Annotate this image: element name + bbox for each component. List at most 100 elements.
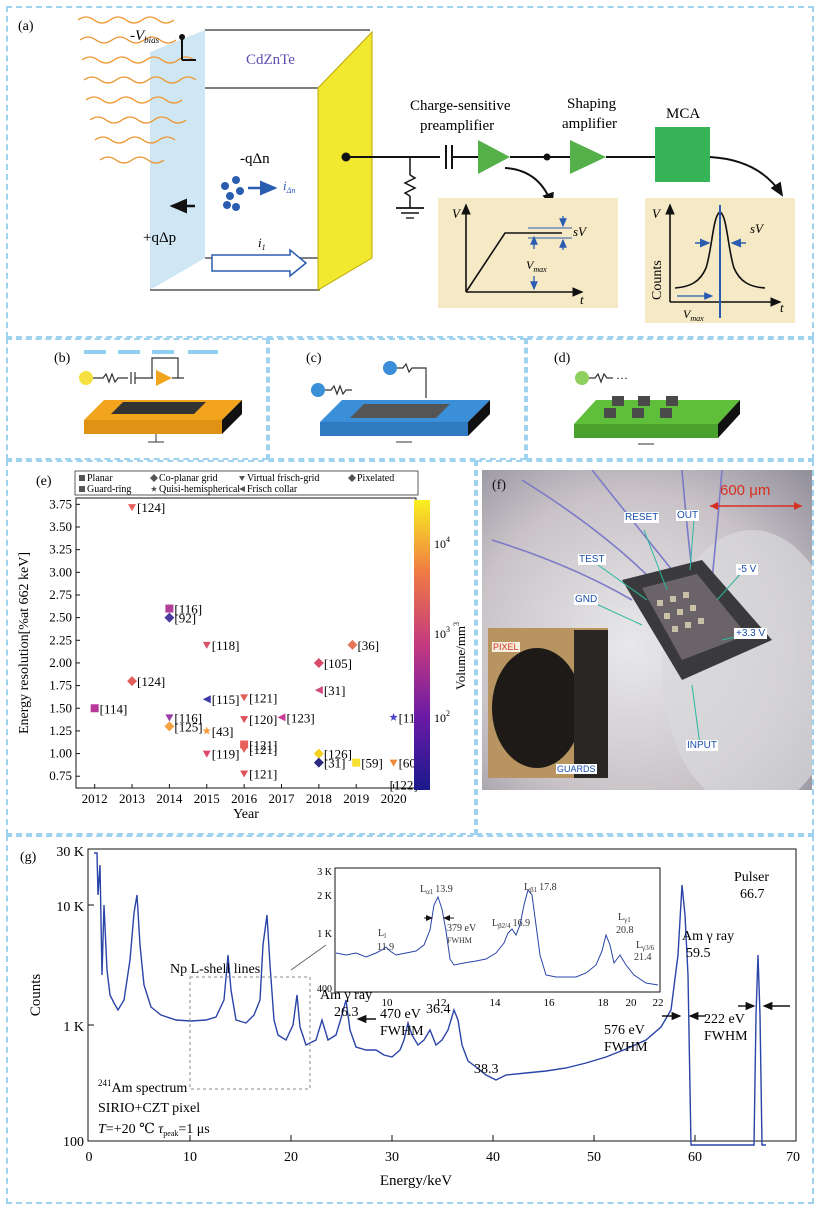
input-wire [589,372,613,384]
data-label-6: [124] [137,674,165,689]
svg-text:10: 10 [382,997,394,1009]
data-point-10 [90,704,99,713]
legend-marker-5 [150,485,158,492]
svg-text:241Am spectrum: 241Am spectrum [98,1078,187,1096]
inset-curve [335,888,659,986]
svg-text:21.4: 21.4 [634,952,652,963]
inset-frame [334,867,661,993]
panel-a-diagram: (a) -Vbias CdZnTe -qΔn +qΔp iΔn i1 Charg… [18,16,795,323]
svg-text:18: 18 [598,997,610,1009]
data-point-17 [240,740,249,749]
legend-text-5: Quisi-hemispherical [159,484,240,495]
svg-text:59.5: 59.5 [686,946,711,961]
data-label-20: [126] [324,747,352,762]
y-tick-label: 2.00 [49,655,72,670]
np-pointer [290,944,327,971]
data-point-5 [313,657,324,668]
tick-marks [88,904,696,1141]
x-tick-label: 2019 [343,791,369,806]
axes: 2012 2013 2014 2015 2016 2017 2018 2019 2020 0.75… [49,496,406,806]
tag-gnd: GND [574,594,599,605]
data-points: [124][116][92][118] [36][105][124][31][12… [90,500,426,793]
svg-text:70: 70 [786,1150,800,1165]
panel-a-label: (a) [18,19,34,34]
data-label-19: [119] [212,747,240,762]
data-point-21 [313,757,324,768]
svg-text:FWHM: FWHM [447,936,472,945]
data-point-11 [165,714,174,722]
electrode [111,402,206,414]
panel-d-diagram: (d) ··· [554,351,740,445]
anode-node [341,152,351,162]
legend-text-3: Pixelated [357,473,394,484]
svg-text:0: 0 [86,1150,93,1165]
legend-box [74,470,419,496]
y-tick-label: 2.75 [49,587,72,602]
panel-b-label: (b) [54,351,71,366]
data-label-16: [43] [212,724,234,739]
data-label-12: [120] [249,712,277,727]
svg-text:40: 40 [486,1150,500,1165]
y-tick-label: 0.75 [49,768,72,783]
data-point-7 [314,686,323,695]
legend-marker-3 [348,474,356,482]
data-label-21: [31] [324,756,346,771]
legend-marker-2 [239,476,245,481]
y-axis-title: Energy resolution[%at 662 keV] [17,552,32,734]
data-point-6 [127,676,138,687]
input-wire [397,362,427,398]
svg-text:1 K: 1 K [317,929,333,940]
data-point-19 [202,750,211,758]
inset-x-ticks: 10 12 14 16 18 20 22 [382,997,664,1009]
svg-text:470 eV: 470 eV [380,1007,421,1022]
legend-marker-0 [79,475,85,481]
plot1-sv-label: sV [573,224,588,239]
ellipsis: ··· [616,371,628,385]
data-label-9: [115] [212,692,240,707]
detector-side [718,400,740,438]
svg-text:36.4: 36.4 [426,1002,451,1017]
data-point-15 [164,721,175,732]
x-tick-label: 2017 [268,791,295,806]
data-label-7: [31] [324,683,346,698]
input-wire [93,372,153,384]
np-region-box [189,976,311,1090]
svg-text:Am γ ray: Am γ ray [682,929,734,944]
y-tick-label: 2.25 [49,632,72,647]
detector-front [84,420,222,434]
svg-text:100: 100 [63,1135,84,1150]
legend-text-1: Co-planar grid [159,473,218,484]
pixel-electrodes [604,396,678,418]
scale-bar-label: 600 μm [720,482,771,499]
svg-text:Lβ2/416.9: Lβ2/4 16.9 [492,918,530,930]
electrode [350,404,450,418]
legend-text-6: Frisch collar [247,484,298,495]
x-ticks: 0 10 20 30 40 50 60 70 [86,1150,801,1165]
plot1-vmax-label: Vmax [526,258,547,274]
mca-label: MCA [666,106,700,122]
svg-text:FWHM: FWHM [704,1029,748,1044]
data-point-4 [347,639,358,650]
legend-text-0: Planar [87,473,113,484]
data-label-15: [125] [174,719,202,734]
data-label-8: [121] [249,690,277,705]
data-label-3: [118] [212,638,240,653]
data-label-1: [116] [174,602,202,617]
y-tick-label: 1.25 [49,723,72,738]
svg-text:16: 16 [544,997,556,1009]
current-arrow [211,248,308,278]
x-tick-label: 2015 [194,791,220,806]
panel-c-diagram: (c) [306,351,490,443]
induced-current-label: i1 [258,235,266,252]
data-label-4: [36] [357,638,379,653]
panel-d-label: (d) [554,351,571,366]
tag-neg5v: -5 V [736,564,759,575]
x-tick-label: 2012 [82,791,108,806]
material-label: CdZnTe [246,52,295,68]
legend: Planar Co-planar grid Virtual frisch-grid P… [79,473,394,495]
data-label-10: [114] [100,701,128,716]
panel-d-frame [526,338,814,460]
source-bulb [79,371,93,385]
panel-c-frame [268,338,526,460]
